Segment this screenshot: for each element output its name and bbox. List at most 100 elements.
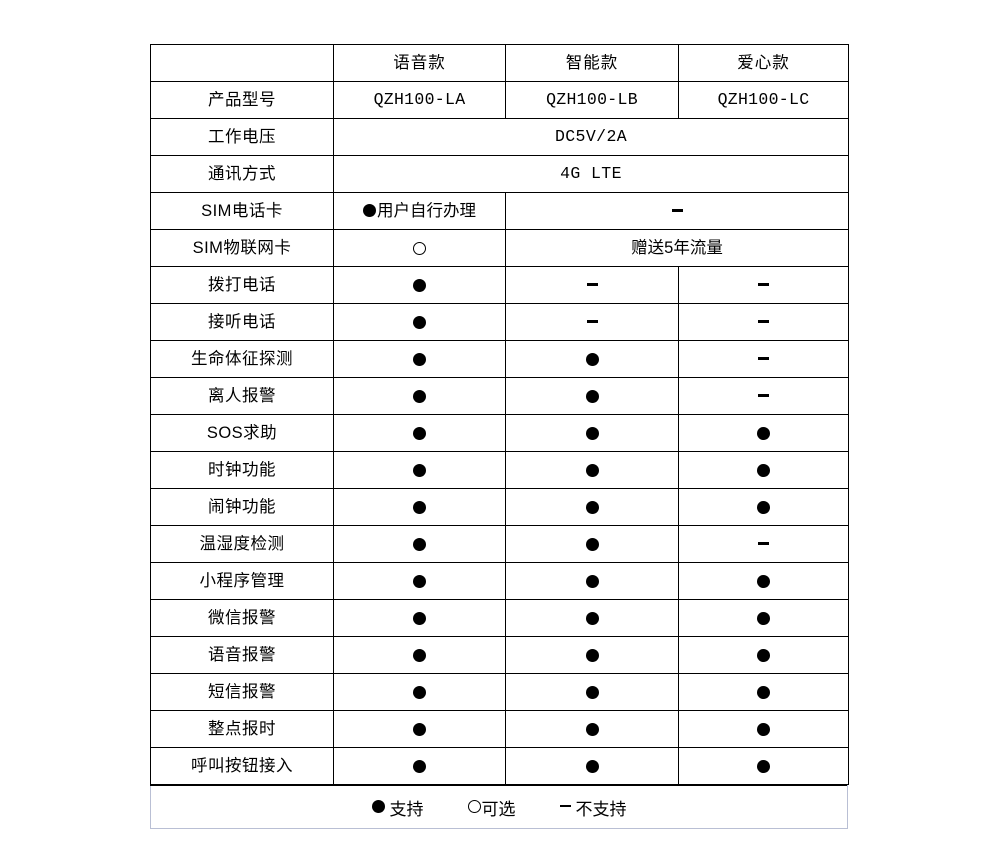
- row-label: 闹钟功能: [150, 488, 334, 526]
- legend-items: 支持 可选 不支持: [350, 795, 649, 820]
- supported-dot-icon: [413, 612, 426, 626]
- row-label: 离人报警: [150, 377, 334, 415]
- supported-dot-icon: [413, 760, 426, 774]
- row-label: 工作电压: [150, 118, 334, 156]
- mark-cell-2: [505, 673, 679, 711]
- mark-cell-2: [505, 747, 679, 785]
- row-label: 整点报时: [150, 710, 334, 748]
- row-label: 时钟功能: [150, 451, 334, 489]
- supported-dot-icon: [757, 427, 770, 441]
- mark-cell-2: [505, 525, 679, 563]
- product-comparison-table: 语音款 智能款 爱心款 产品型号 QZH100-LA QZH100-LB QZH100-LC…: [150, 44, 849, 785]
- mark-cell-1: [333, 488, 506, 526]
- sim-note-cell: 用户自行办理: [333, 192, 506, 230]
- supported-dot-icon: [413, 649, 426, 663]
- table-row: 呼叫按钮接入: [150, 747, 849, 785]
- supported-dot-icon: [585, 575, 599, 589]
- table-row: 语音报警: [150, 636, 849, 674]
- legend-dot-icon: [371, 799, 385, 813]
- table-row: 整点报时: [150, 710, 849, 748]
- mark-cell-1: [333, 340, 506, 378]
- optional-circle-icon: [413, 242, 426, 256]
- legend-label: 可选: [481, 799, 516, 819]
- supported-dot-icon: [585, 501, 599, 515]
- mark-cell-3: [678, 303, 849, 341]
- mark-cell-1: [333, 414, 506, 452]
- table-row: 拨打电话: [150, 266, 849, 304]
- sim-note-label: 用户自行办理: [377, 201, 476, 220]
- supported-dot-icon: [413, 279, 426, 293]
- legend-dash-icon: [559, 804, 571, 808]
- mark-cell-1: [333, 747, 506, 785]
- mark-cell-3: [678, 488, 849, 526]
- supported-dot-icon: [413, 316, 426, 330]
- supported-dot-icon: [757, 464, 770, 478]
- supported-dot-icon: [757, 649, 770, 663]
- unsupported-dash-icon: [758, 283, 769, 286]
- table-body: 语音款 智能款 爱心款 产品型号 QZH100-LA QZH100-LB QZH100-LC…: [150, 44, 849, 785]
- table-row: SIM物联网卡 赠送5年流量: [150, 229, 849, 267]
- row-label: SOS求助: [150, 414, 334, 452]
- product-comparison-sheet: 语音款 智能款 爱心款 产品型号 QZH100-LA QZH100-LB QZH100-LC…: [150, 44, 849, 829]
- supported-dot-icon: [757, 575, 770, 589]
- supported-dot-icon: [413, 723, 426, 737]
- supported-dot-icon: [585, 649, 599, 663]
- table-row: 温湿度检测: [150, 525, 849, 563]
- table-row: 工作电压 DC5V/2A: [150, 118, 849, 156]
- supported-dot-icon: [585, 538, 599, 552]
- merged-mark-cell: [505, 192, 849, 230]
- supported-dot-icon: [413, 427, 426, 441]
- row-label: SIM物联网卡: [150, 229, 334, 267]
- legend-row: 支持 可选 不支持: [150, 785, 848, 829]
- row-label: 温湿度检测: [150, 525, 334, 563]
- supported-dot-icon: [413, 353, 426, 367]
- supported-dot-icon: [585, 612, 599, 626]
- mark-cell-1: [333, 303, 506, 341]
- supported-dot-icon: [413, 538, 426, 552]
- supported-dot-icon: [585, 353, 599, 367]
- legend-circle-icon: [467, 799, 481, 813]
- table-row: SIM电话卡 用户自行办理: [150, 192, 849, 230]
- row-label: 呼叫按钮接入: [150, 747, 334, 785]
- row-label: 短信报警: [150, 673, 334, 711]
- row-label: 产品型号: [150, 81, 334, 119]
- mark-cell-2: [505, 562, 679, 600]
- supported-dot-icon: [757, 686, 770, 700]
- table-row: 产品型号 QZH100-LA QZH100-LB QZH100-LC: [150, 81, 849, 119]
- mark-cell-3: [678, 377, 849, 415]
- table-row: 闹钟功能: [150, 488, 849, 526]
- mark-cell-2: [505, 377, 679, 415]
- supported-dot-icon: [585, 427, 599, 441]
- mark-cell-1: [333, 636, 506, 674]
- supported-dot-icon: [413, 464, 426, 478]
- row-label: 微信报警: [150, 599, 334, 637]
- mark-cell-2: [505, 414, 679, 452]
- model-value-3: QZH100-LC: [678, 81, 849, 119]
- unsupported-dash-icon: [586, 283, 598, 286]
- legend-item-1: 支持: [371, 795, 424, 820]
- mark-cell-2: [505, 710, 679, 748]
- supported-dot-icon: [413, 390, 426, 404]
- mark-cell-1: [333, 562, 506, 600]
- table-row: 通讯方式 4G LTE: [150, 155, 849, 193]
- unsupported-dash-icon: [758, 357, 769, 360]
- mark-cell-3: [678, 340, 849, 378]
- supported-dot-icon: [413, 501, 426, 515]
- unsupported-dash-icon: [758, 320, 769, 323]
- table-row: 时钟功能: [150, 451, 849, 489]
- mark-cell-1: [333, 229, 506, 267]
- mark-cell-3: [678, 525, 849, 563]
- unsupported-dash-icon: [586, 320, 598, 323]
- supported-dot-icon: [413, 686, 426, 700]
- supported-dot-icon: [585, 760, 599, 774]
- unsupported-dash-icon: [758, 394, 769, 397]
- supported-dot-icon: [585, 390, 599, 404]
- supported-dot-icon: [757, 723, 770, 737]
- legend-label: 支持: [389, 799, 424, 819]
- row-label: 拨打电话: [150, 266, 334, 304]
- table-row: SOS求助: [150, 414, 849, 452]
- mark-cell-2: [505, 599, 679, 637]
- legend-table: 支持 可选 不支持: [150, 785, 848, 829]
- supported-dot-icon: [757, 612, 770, 626]
- legend-item-2: 可选: [467, 795, 516, 820]
